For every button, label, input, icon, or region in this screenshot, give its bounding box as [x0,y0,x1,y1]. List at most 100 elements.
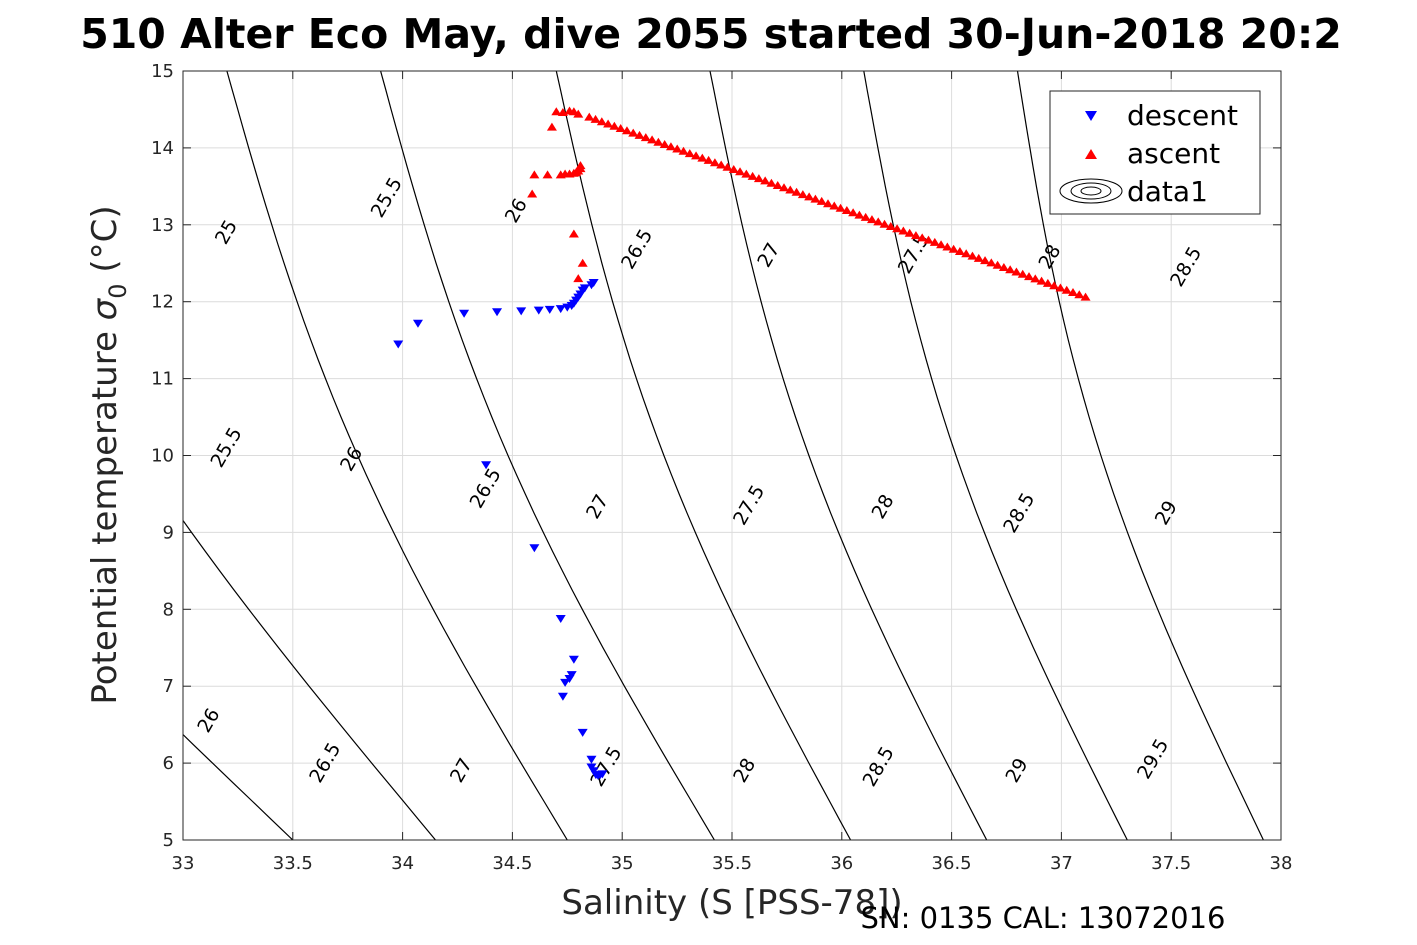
ascent-point [653,137,664,146]
contour-label: 27.5 [729,481,769,529]
ascent-point [691,151,702,160]
ascent-point [892,224,903,233]
ascent-point [615,124,626,133]
isopycnal-27.5 [226,71,568,840]
ascent-point [810,194,821,203]
ascent-point [747,171,758,180]
contour-label: 27 [582,491,613,523]
legend-box [1049,90,1261,215]
ascent-point [551,107,562,116]
ascent-point [603,119,614,128]
legend-descent-label: descent [1127,99,1238,132]
ascent-point [854,210,865,219]
ascent-point [659,139,670,148]
legend-ascent-label: ascent [1127,137,1220,170]
ascent-point [577,258,588,267]
ascent-point [779,183,790,192]
ascent-point [753,174,764,183]
ascent-point [628,128,639,137]
ascent-point [866,215,877,224]
ascent-point [936,240,947,249]
y-tick-label: 11 [151,369,174,390]
contour-label: 29 [1151,497,1182,529]
x-tick-label: 37.5 [1151,853,1191,874]
ascent-point [967,251,978,260]
ascent-point [961,249,972,258]
x-tick-label: 35 [611,853,634,874]
ascent-point [929,237,940,246]
y-tick-label: 13 [151,215,174,236]
descent-point [577,728,588,737]
contour-label: 25.5 [367,174,407,222]
ascent-point [1030,274,1041,283]
y-tick-label: 7 [163,676,174,697]
ascent-point [804,192,815,201]
ascent-point [954,247,965,256]
descent-point [568,655,579,664]
contour-label: 26.5 [617,225,657,273]
ascent-point [529,170,540,179]
y-tick-label: 14 [151,138,174,159]
ascent-point [848,208,859,217]
legend: descent ascent data1 [1049,90,1261,215]
descent-point [529,544,540,553]
ascent-point [546,122,557,131]
ascent-point [766,178,777,187]
ascent-point [841,206,852,215]
contour-label: 28.5 [859,743,899,791]
isopycnal-27 [183,519,436,840]
descent-point [557,692,568,701]
contour-label: 26.5 [466,464,506,512]
ascent-point [980,256,991,265]
ascent-point [898,226,909,235]
contour-label: 25 [211,216,242,248]
ascent-point [1055,283,1066,292]
ascent-point [760,176,771,185]
y-axis-label-subscript: 0 [104,283,132,298]
ascent-point [640,133,651,142]
ascent-point [1061,285,1072,294]
ascent-point [703,155,714,164]
ascent-point [647,135,658,144]
ascent-point [573,109,584,118]
descent-point [459,309,470,318]
x-tick-label: 34 [391,853,414,874]
ascent-point [1024,272,1035,281]
descent-point [586,755,597,764]
ascent-point [879,219,890,228]
descent-point [481,461,492,470]
ascent-point [735,167,746,176]
y-tick-label: 10 [151,446,174,467]
legend-data1-label: data1 [1127,175,1208,208]
ascent-point [665,142,676,151]
ascent-point [527,189,538,198]
ascent-point [772,180,783,189]
ascent-point [885,221,896,230]
contour-label: 26 [193,705,224,737]
ascent-point [1080,292,1091,301]
ascent-point [1017,269,1028,278]
x-tick-label: 34.5 [492,853,532,874]
x-tick-label: 33.5 [273,853,313,874]
ascent-point [986,258,997,267]
ascent-point [860,212,871,221]
contour-label: 29.5 [1133,735,1173,783]
ascent-point [822,199,833,208]
descent-point [393,340,404,349]
x-tick-label: 33 [172,853,195,874]
descent-point [516,307,527,316]
ascent-point [716,160,727,169]
descent-point [588,278,599,287]
y-tick-label: 9 [163,522,174,543]
ascent-point [609,121,620,130]
descent-point [555,615,566,624]
ascent-point [568,229,579,238]
y-axis-label: Potential temperature σ0 (°C) [85,205,132,704]
contour-label: 26 [501,195,532,227]
ascent-point [873,217,884,226]
ascent-point [1011,267,1022,276]
ascent-point [835,203,846,212]
y-tick-label: 5 [163,830,174,851]
ascent-point [942,242,953,251]
